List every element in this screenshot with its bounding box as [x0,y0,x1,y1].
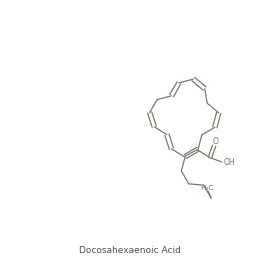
Text: Docosahexaenoic Acid: Docosahexaenoic Acid [79,246,181,255]
Text: O: O [213,137,218,146]
Text: OH: OH [224,158,235,167]
Text: H₃C: H₃C [200,185,214,191]
